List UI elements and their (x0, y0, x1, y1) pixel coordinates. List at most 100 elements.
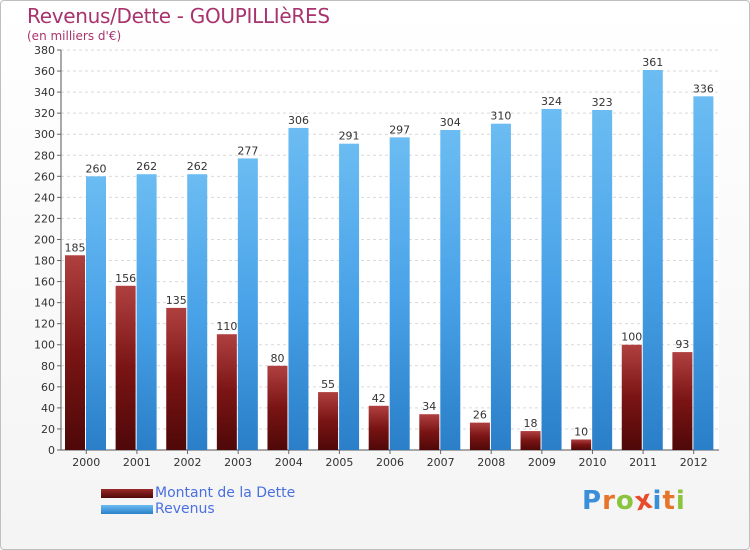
y-tick-label: 40 (41, 402, 55, 415)
x-tick-label: 2000 (72, 456, 100, 469)
data-label-dette-2007: 34 (422, 400, 436, 413)
data-label-dette-2000: 185 (65, 241, 86, 254)
data-label-revenus-2010: 323 (592, 96, 613, 109)
bar-revenus-2010 (592, 110, 613, 450)
y-tick-label: 320 (34, 107, 55, 120)
y-tick-label: 340 (34, 86, 55, 99)
bar-dette-2000 (65, 255, 85, 450)
data-label-revenus-2006: 297 (389, 123, 410, 136)
y-tick-label: 60 (41, 381, 55, 394)
chart-title: Revenus/Dette - GOUPILLIèRES (27, 4, 330, 28)
bar-dette-2001 (115, 285, 136, 450)
x-tick-label: 2010 (578, 456, 606, 469)
logo-letter: r (602, 486, 616, 516)
bar-revenus-2007 (440, 130, 461, 450)
chart-subtitle: (en milliers d'€) (27, 29, 122, 43)
y-tick-label: 280 (34, 149, 55, 162)
bar-revenus-2009 (541, 108, 562, 451)
bar-dette-2007 (419, 414, 440, 450)
data-label-dette-2005: 55 (321, 378, 335, 391)
y-tick-label: 260 (34, 170, 55, 183)
y-tick-label: 160 (34, 276, 55, 289)
bar-dette-2011 (621, 344, 642, 450)
y-tick-label: 300 (34, 128, 55, 141)
bar-revenus-2008 (490, 123, 511, 451)
bars (65, 70, 714, 451)
bar-revenus-2006 (389, 137, 410, 451)
data-label-revenus-2011: 361 (642, 56, 663, 69)
data-labels: 185 260 156 262 135 262 110 277 80 306 55 291 42 297 3… (65, 56, 714, 438)
bar-dette-2009 (520, 431, 541, 450)
axes: 0 20 40 60 80 100 120 140 160 180 200 220 240 260 280 3… (34, 44, 719, 469)
bar-revenus-2000 (86, 176, 106, 450)
x-tick-label: 2005 (325, 456, 353, 469)
data-label-revenus-2008: 310 (490, 110, 511, 123)
data-label-revenus-2002: 262 (187, 160, 208, 173)
y-tick-label: 0 (48, 444, 55, 457)
data-label-dette-2004: 80 (270, 352, 284, 365)
x-tick-label: 2009 (528, 456, 556, 469)
bar-dette-2010 (571, 439, 592, 450)
bar-revenus-2002 (187, 174, 208, 451)
x-tick-label: 2003 (224, 456, 252, 469)
x-tick-label: 2001 (123, 456, 151, 469)
x-tick-label: 2011 (629, 456, 657, 469)
logo-letter: t (662, 486, 676, 516)
bar-revenus-2004 (288, 127, 309, 450)
y-tick-label: 220 (34, 212, 55, 225)
data-label-dette-2001: 156 (115, 272, 136, 285)
data-label-dette-2003: 110 (216, 320, 237, 333)
y-tick-label: 240 (34, 191, 55, 204)
data-label-dette-2012: 93 (675, 338, 689, 351)
proxiti-logo: Proxiti (582, 484, 686, 517)
data-label-dette-2010: 10 (574, 425, 588, 438)
y-tick-label: 360 (34, 65, 55, 78)
data-label-revenus-2000: 260 (86, 162, 107, 175)
logo-letter: i (652, 486, 663, 516)
bar-revenus-2005 (339, 143, 360, 450)
logo-letter: i (675, 486, 686, 516)
legend-swatch-revenus (101, 505, 153, 514)
bar-dette-2006 (368, 405, 389, 450)
data-label-dette-2011: 100 (621, 331, 642, 344)
y-tick-label: 380 (34, 44, 55, 57)
bar-dette-2004 (267, 365, 288, 450)
x-tick-label: 2006 (376, 456, 404, 469)
data-label-revenus-2004: 306 (288, 114, 309, 127)
x-tick-label: 2002 (174, 456, 202, 469)
x-tick-label: 2004 (275, 456, 303, 469)
bar-dette-2005 (318, 392, 339, 450)
logo-letter: o (615, 486, 635, 516)
x-tick-label: 2007 (427, 456, 455, 469)
bar-dette-2008 (469, 422, 490, 450)
y-tick-label: 120 (34, 318, 55, 331)
bar-revenus-2001 (136, 174, 157, 451)
data-label-dette-2006: 42 (372, 392, 386, 405)
x-tick-label: 2012 (680, 456, 708, 469)
y-tick-label: 200 (34, 233, 55, 246)
legend-label-dette: Montant de la Dette (155, 485, 296, 501)
bar-revenus-2012 (693, 96, 714, 450)
data-label-revenus-2012: 336 (693, 82, 714, 95)
legend-swatch-dette (101, 489, 153, 498)
legend-label-revenus: Revenus (155, 501, 215, 517)
x-tick-label: 2008 (477, 456, 505, 469)
y-tick-label: 140 (34, 297, 55, 310)
y-tick-label: 180 (34, 255, 55, 268)
data-label-dette-2009: 18 (524, 417, 538, 430)
data-label-revenus-2001: 262 (136, 160, 157, 173)
bar-dette-2002 (166, 307, 187, 450)
bar-dette-2012 (672, 352, 693, 450)
data-label-revenus-2003: 277 (237, 144, 258, 157)
bar-revenus-2003 (237, 158, 258, 450)
logo-letter: P (582, 486, 603, 516)
data-label-revenus-2009: 324 (541, 95, 562, 108)
data-label-dette-2008: 26 (473, 409, 487, 422)
data-label-dette-2002: 135 (166, 294, 187, 307)
bar-revenus-2011 (642, 70, 663, 450)
y-tick-label: 80 (41, 360, 55, 373)
y-tick-label: 100 (34, 339, 55, 352)
y-tick-label: 20 (41, 423, 55, 436)
bar-dette-2003 (216, 334, 237, 450)
